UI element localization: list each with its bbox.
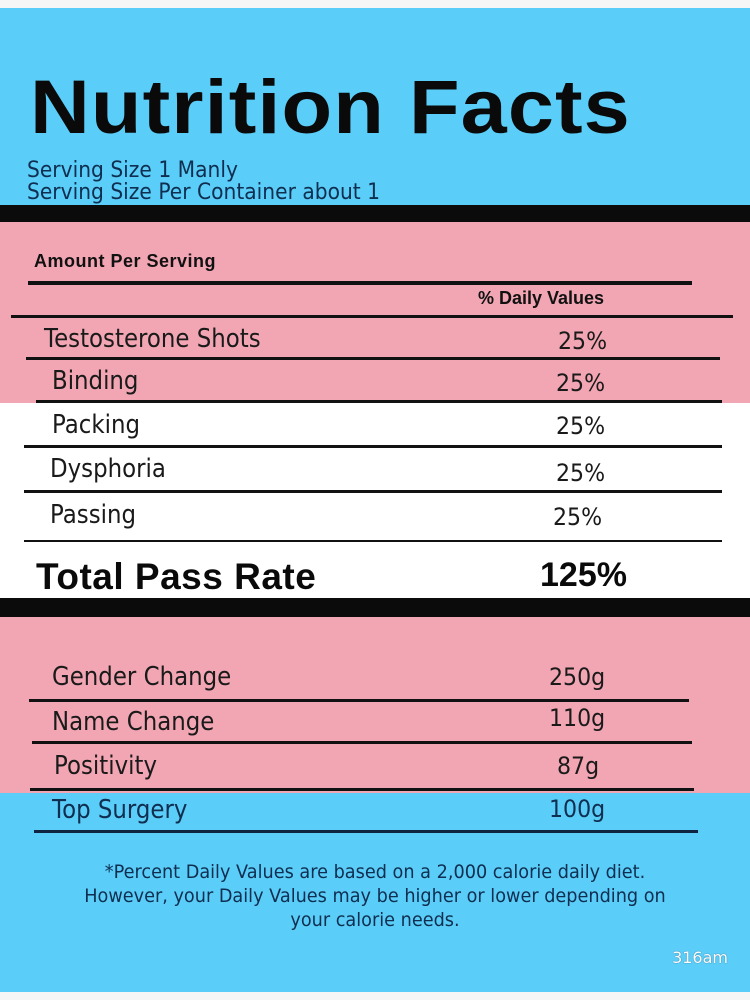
ingredient-name: Gender Change [52,662,232,692]
divider [30,788,694,791]
nutrient-value: 25% [558,327,608,355]
daily-values-header: % Daily Values [478,288,605,308]
thick-divider-top [0,205,750,222]
serving-size: Serving Size 1 Manly [27,158,238,183]
ingredient-value: 87g [557,752,600,780]
ingredient-value: 110g [549,704,606,732]
servings-per-container: Serving Size Per Container about 1 [27,180,381,205]
footnote-line: *Percent Daily Values are based on a 2,0… [104,861,646,883]
ingredient-name: Name Change [52,707,215,737]
divider [34,830,698,833]
total-pass-rate-value: 125% [540,556,627,594]
pink-stripe-top [0,222,750,403]
amount-per-serving-heading: Amount Per Serving [34,251,217,271]
nutrient-name: Binding [52,366,139,396]
ingredient-value: 250g [549,663,606,691]
white-stripe [0,403,750,599]
thick-divider-bottom [0,598,750,617]
blue-stripe-top [0,8,750,206]
ingredient-name: Positivity [54,751,158,781]
footnote-line: your calorie needs. [290,909,460,931]
nutrient-value: 25% [556,412,606,440]
total-pass-rate-label: Total Pass Rate [36,556,317,597]
nutrient-name: Testosterone Shots [44,324,261,354]
divider [28,281,692,285]
divider [26,357,720,360]
divider [24,540,722,542]
footnote-line: However, your Daily Values may be higher… [84,885,666,907]
divider [11,315,733,318]
nutrient-name: Dysphoria [50,454,166,484]
pink-stripe-bottom [0,617,750,794]
ingredient-value: 100g [549,795,606,823]
nutrient-name: Passing [50,500,137,530]
nutrient-value: 25% [556,369,606,397]
footnote: *Percent Daily Values are based on a 2,0… [26,860,724,932]
divider [24,490,722,493]
ingredient-name: Top Surgery [52,795,188,825]
divider [36,400,722,403]
blue-stripe-bottom [0,793,750,992]
nutrient-value: 25% [556,459,606,487]
divider [24,445,722,448]
label-title: Nutrition Facts [30,65,631,150]
nutrient-name: Packing [52,410,141,440]
divider [29,699,689,702]
nutrient-value: 25% [553,503,603,531]
artist-watermark: 316am [672,948,728,967]
divider [32,741,692,744]
